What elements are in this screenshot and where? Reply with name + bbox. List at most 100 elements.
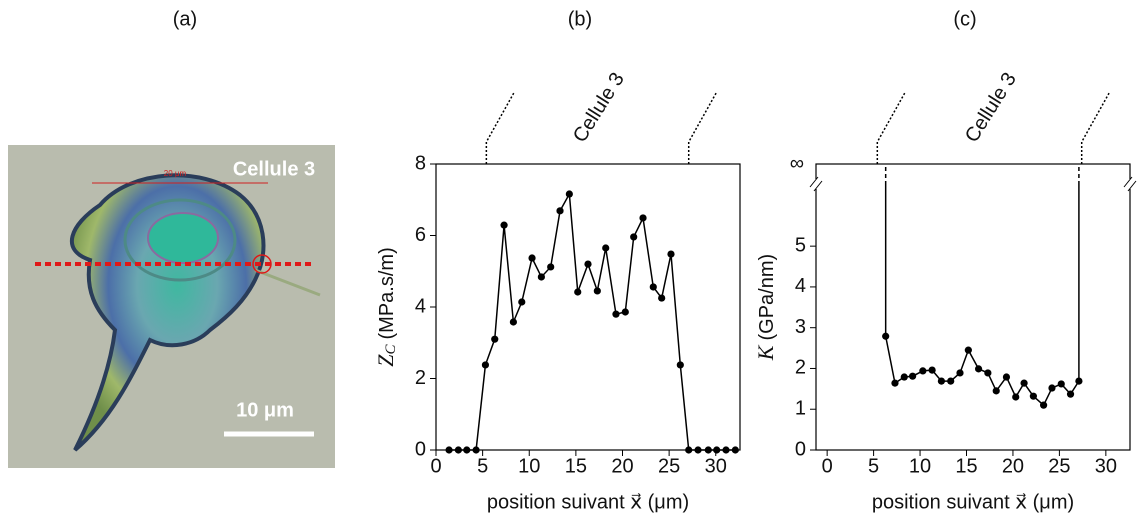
data-point bbox=[694, 446, 702, 454]
y-tick-label: 4 bbox=[415, 295, 426, 317]
data-point bbox=[1029, 392, 1037, 400]
y-tick-label: 4 bbox=[795, 275, 806, 297]
data-point bbox=[1057, 380, 1065, 388]
y-label-sub: C bbox=[383, 343, 399, 354]
data-point bbox=[947, 377, 955, 385]
data-point bbox=[1002, 373, 1011, 381]
data-point bbox=[528, 254, 536, 262]
y-axis-label: K (GPa/nm) bbox=[753, 254, 778, 361]
data-point bbox=[1012, 393, 1020, 401]
image-title: Cellule 3 bbox=[233, 158, 315, 180]
data-point bbox=[1020, 379, 1028, 387]
data-point bbox=[713, 446, 721, 454]
data-point bbox=[612, 310, 620, 318]
annotation: Cellule 3 bbox=[961, 69, 1021, 147]
x-tick-label: 10 bbox=[909, 455, 931, 477]
data-point bbox=[731, 446, 739, 454]
data-line bbox=[884, 336, 1080, 407]
data-point bbox=[676, 361, 684, 369]
x-tick-label: 15 bbox=[565, 455, 587, 477]
data-point bbox=[565, 190, 573, 198]
data-point bbox=[992, 387, 1000, 395]
data-point bbox=[722, 446, 730, 454]
data-point bbox=[556, 207, 564, 215]
data-point bbox=[937, 377, 946, 385]
cell-process bbox=[254, 268, 321, 297]
scale-label: 10 μm bbox=[236, 399, 294, 421]
data-point bbox=[621, 308, 629, 316]
x-tick-label: 25 bbox=[658, 455, 680, 477]
data-point bbox=[956, 369, 964, 377]
y-label-unit: (GPa/nm) bbox=[756, 254, 778, 341]
y-tick-label: 0 bbox=[415, 438, 426, 460]
x-tick-label: 5 bbox=[868, 455, 879, 477]
y-label-unit: (MPa.s/m) bbox=[376, 247, 398, 339]
y-tick-label: 0 bbox=[795, 438, 806, 460]
y-tick-label: 2 bbox=[415, 367, 426, 389]
break-label: ∞ bbox=[790, 152, 804, 174]
cell-bound bbox=[687, 91, 718, 164]
panel-label: (a) bbox=[173, 8, 197, 30]
data-line bbox=[449, 191, 736, 451]
x-tick-label: 20 bbox=[1002, 455, 1024, 477]
x-axis-label: position suivant x⃗ (μm) bbox=[872, 491, 1074, 513]
data-point bbox=[984, 369, 992, 377]
data-point bbox=[974, 365, 983, 373]
data-point bbox=[685, 446, 693, 454]
axis-break bbox=[1123, 176, 1137, 192]
data-point bbox=[928, 366, 936, 374]
y-tick-label: 3 bbox=[795, 316, 806, 338]
axis-break bbox=[809, 176, 823, 192]
profile-marker bbox=[252, 254, 272, 274]
y-tick-label: 6 bbox=[415, 224, 426, 246]
panel-label: (c) bbox=[953, 8, 976, 30]
data-point bbox=[658, 294, 666, 302]
data-point bbox=[1040, 401, 1048, 409]
y-tick-label: 2 bbox=[795, 357, 806, 379]
y-tick-label: 1 bbox=[795, 398, 806, 420]
cell-bound bbox=[876, 91, 906, 164]
data-point bbox=[445, 446, 453, 454]
cell-bound bbox=[1080, 91, 1111, 164]
x-tick-label: 5 bbox=[477, 455, 488, 477]
data-point bbox=[667, 250, 675, 258]
x-tick-label: 10 bbox=[518, 455, 540, 477]
data-point bbox=[574, 288, 582, 296]
data-point bbox=[630, 233, 638, 241]
x-tick-label: 20 bbox=[611, 455, 633, 477]
x-tick-label: 25 bbox=[1048, 455, 1070, 477]
data-point bbox=[1048, 384, 1056, 392]
data-point bbox=[537, 273, 545, 281]
data-point bbox=[454, 446, 462, 454]
data-point bbox=[909, 372, 917, 380]
data-point bbox=[472, 446, 480, 454]
axis-break-gap bbox=[813, 179, 819, 189]
y-label-symbol: K bbox=[753, 344, 778, 361]
data-point bbox=[463, 446, 471, 454]
data-point bbox=[602, 244, 610, 252]
annotation: Cellule 3 bbox=[569, 69, 629, 147]
plot-frame bbox=[435, 163, 741, 451]
plot-frame bbox=[815, 163, 1131, 451]
data-point bbox=[481, 361, 490, 369]
panel-label: (b) bbox=[568, 8, 592, 30]
x-tick-label: 0 bbox=[430, 455, 441, 477]
data-point bbox=[704, 446, 712, 454]
ruler-label: 20 μm bbox=[164, 169, 187, 178]
y-axis-label: ZC (MPa.s/m) bbox=[373, 247, 399, 366]
data-point bbox=[1075, 377, 1083, 385]
y-label-symbol: Z bbox=[373, 354, 398, 367]
data-point bbox=[964, 346, 972, 354]
micrograph: 20 μm Cellule 3 10 μm bbox=[8, 145, 335, 468]
x-tick-label: 30 bbox=[1095, 455, 1117, 477]
data-point bbox=[1066, 390, 1075, 398]
axis-break-gap bbox=[1127, 179, 1133, 189]
x-axis-label: position suivant x⃗ (μm) bbox=[487, 491, 689, 513]
y-tick-label: 8 bbox=[415, 152, 426, 174]
data-point bbox=[584, 260, 592, 268]
x-tick-label: 30 bbox=[705, 455, 727, 477]
data-point bbox=[509, 318, 517, 326]
data-point bbox=[639, 214, 647, 222]
data-point bbox=[500, 221, 508, 229]
